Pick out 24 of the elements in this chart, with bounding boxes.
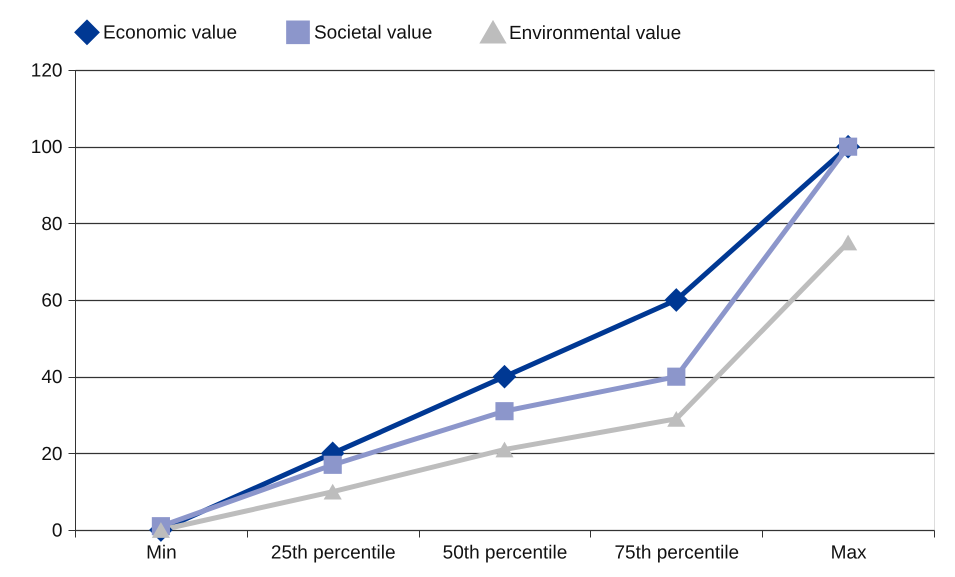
x-tick-label: Min bbox=[146, 542, 177, 564]
point bbox=[667, 368, 686, 386]
point bbox=[667, 410, 686, 427]
point bbox=[495, 442, 514, 458]
x-tick-label: Max bbox=[830, 542, 868, 564]
point bbox=[324, 484, 342, 500]
x-tick-label: 25th percentile bbox=[270, 542, 396, 564]
legend-label: Societal value bbox=[314, 22, 432, 44]
point bbox=[664, 288, 688, 312]
x-tick-label: 50th percentile bbox=[442, 542, 568, 564]
point bbox=[492, 364, 516, 388]
y-tick-label: 60 bbox=[41, 290, 62, 312]
y-tick-label: 20 bbox=[41, 444, 62, 465]
y-tick-label: 80 bbox=[41, 214, 62, 235]
x-tick-label: 75th percentile bbox=[614, 542, 740, 564]
y-tick-label: 100 bbox=[30, 137, 62, 158]
y-tick-label: 0 bbox=[52, 520, 62, 542]
legend-label: Environmental value bbox=[509, 22, 682, 44]
y-tick-label: 40 bbox=[41, 367, 62, 388]
point bbox=[152, 522, 170, 538]
y-tick-label: 120 bbox=[30, 60, 62, 82]
point bbox=[324, 456, 342, 474]
point bbox=[495, 402, 514, 420]
legend-label: Economic value bbox=[103, 22, 238, 44]
